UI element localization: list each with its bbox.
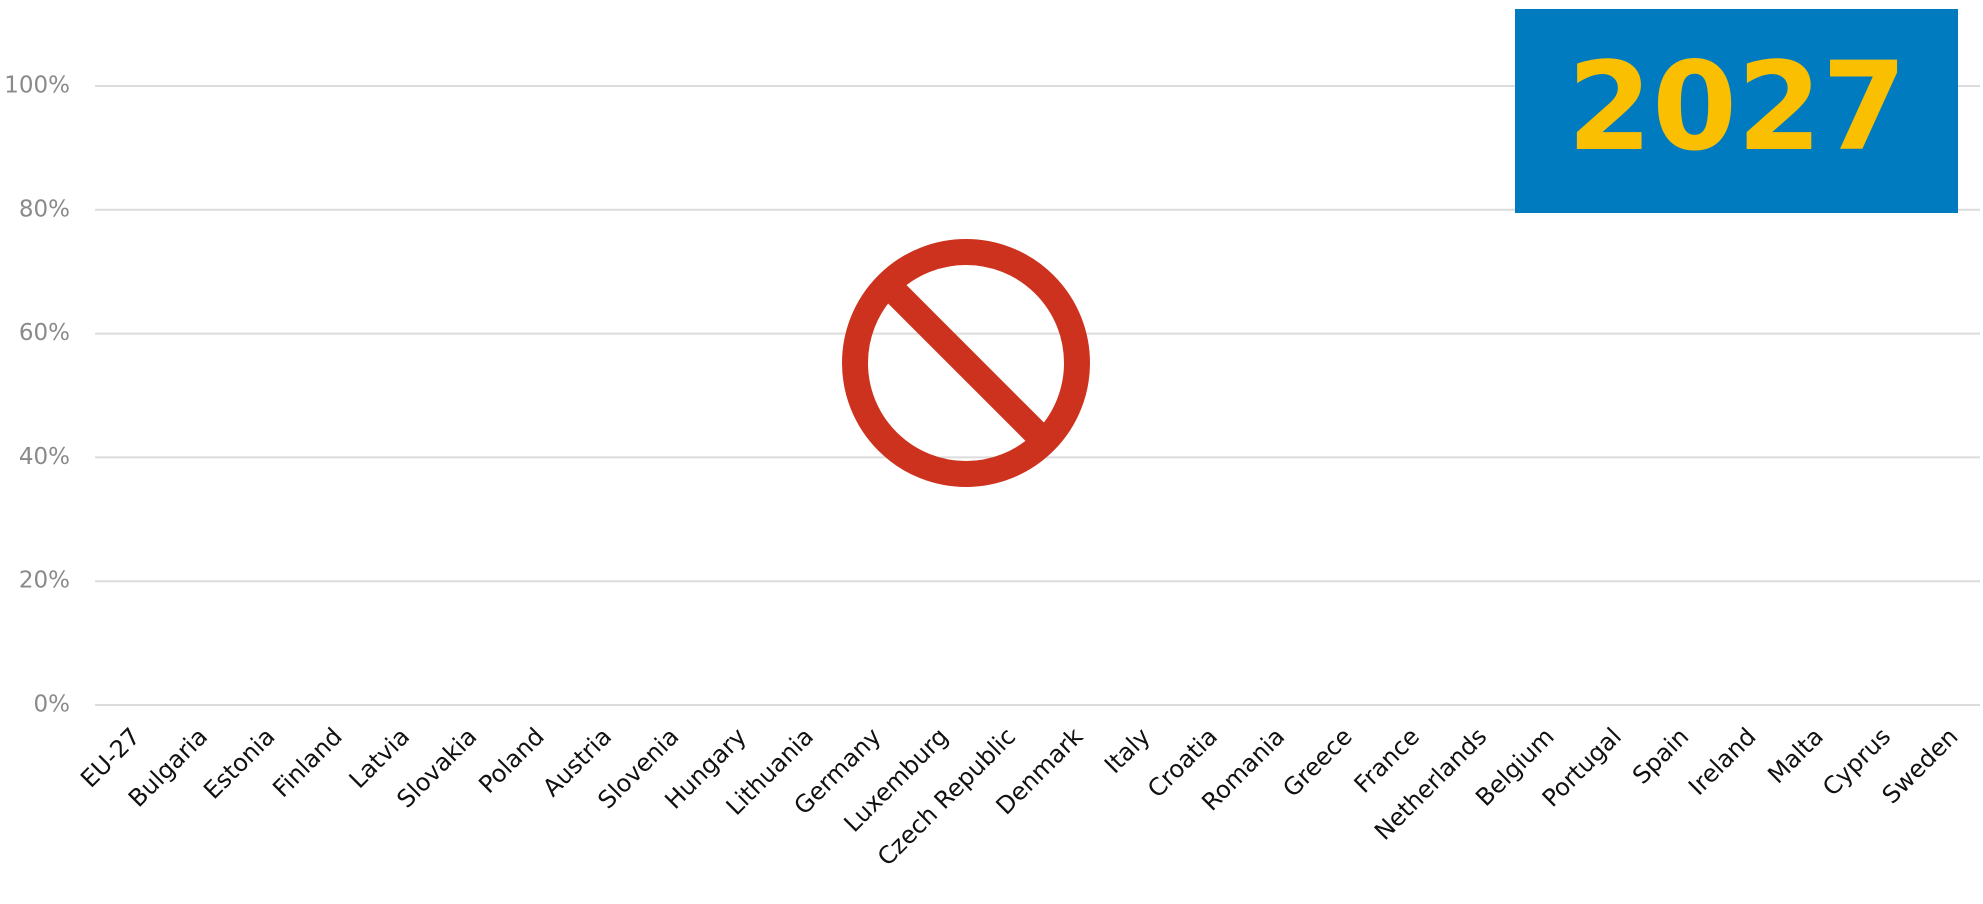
y-tick-label: 100%	[4, 73, 70, 99]
x-tick-label: Sweden	[1877, 722, 1964, 809]
x-tick-label: Greece	[1277, 722, 1357, 802]
year-label: 2027	[1567, 36, 1907, 178]
x-tick-label: Finland	[267, 722, 347, 802]
y-tick-label: 80%	[19, 196, 70, 222]
year-badge	[1515, 9, 1958, 213]
y-tick-label: 20%	[19, 568, 70, 594]
no-data-symbol	[842, 239, 1090, 487]
y-tick-label: 0%	[34, 692, 71, 718]
x-tick-label: Estonia	[198, 722, 280, 804]
no-symbol-ring	[842, 239, 1090, 487]
no-symbol-slash	[878, 275, 1054, 451]
y-tick-label: 60%	[19, 320, 70, 346]
x-tick-label: Ireland	[1683, 722, 1761, 800]
y-tick-label: 40%	[19, 444, 70, 470]
x-tick-label: Italy	[1099, 722, 1156, 779]
x-tick-label: Poland	[473, 722, 549, 798]
